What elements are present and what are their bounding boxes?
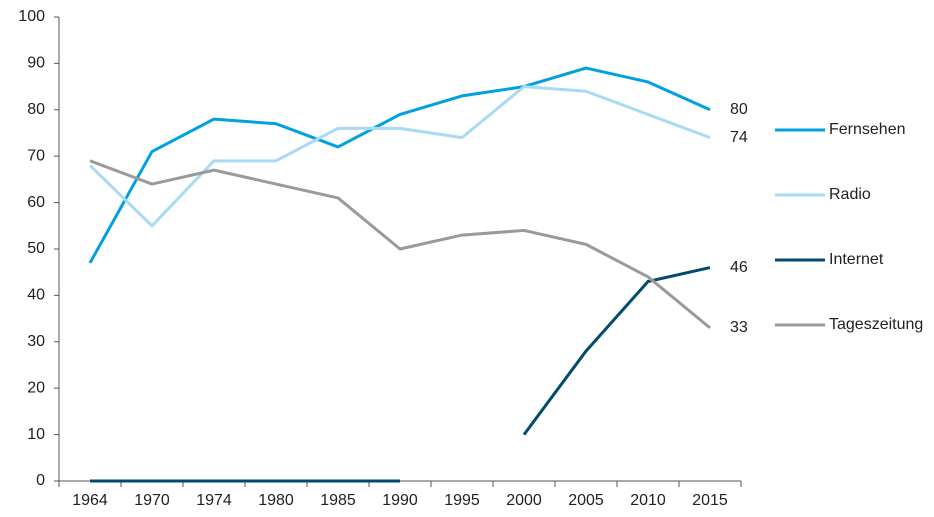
- end-value-label: 74: [730, 129, 748, 146]
- end-value-label: 46: [730, 259, 748, 276]
- end-value-label: 33: [730, 319, 748, 336]
- y-tick-label: 10: [27, 426, 45, 443]
- y-tick-label: 20: [27, 379, 45, 396]
- line-series: [88, 66, 711, 264]
- legend-label: Tageszeitung: [829, 316, 923, 333]
- legend-label: Fernsehen: [829, 121, 906, 138]
- x-tick-label: 1974: [196, 492, 232, 509]
- y-tick-label: 60: [27, 194, 45, 211]
- x-tick-label: 2010: [630, 492, 666, 509]
- x-tick-label: 1985: [320, 492, 356, 509]
- legend-label: Radio: [829, 186, 871, 203]
- y-tick-label: 50: [27, 240, 45, 257]
- x-tick-label: 2005: [568, 492, 604, 509]
- y-tick-label: 70: [27, 147, 45, 164]
- line-series: [88, 85, 711, 228]
- x-tick-label: 2015: [692, 492, 728, 509]
- x-tick-label: 1990: [382, 492, 418, 509]
- y-tick-label: 0: [36, 472, 45, 489]
- y-tick-label: 40: [27, 287, 45, 304]
- y-tick-label: 80: [27, 101, 45, 118]
- x-tick-label: 1995: [444, 492, 480, 509]
- end-value-label: 80: [730, 101, 748, 118]
- legend-label: Internet: [829, 251, 884, 268]
- y-tick-label: 90: [27, 55, 45, 72]
- line-series: [90, 266, 711, 483]
- x-tick-label: 1980: [258, 492, 294, 509]
- y-tick-label: 30: [27, 333, 45, 350]
- x-tick-label: 1964: [72, 492, 108, 509]
- y-tick-label: 100: [18, 8, 45, 25]
- x-tick-label: 2000: [506, 492, 542, 509]
- line-series: [89, 159, 711, 330]
- x-tick-label: 1970: [134, 492, 170, 509]
